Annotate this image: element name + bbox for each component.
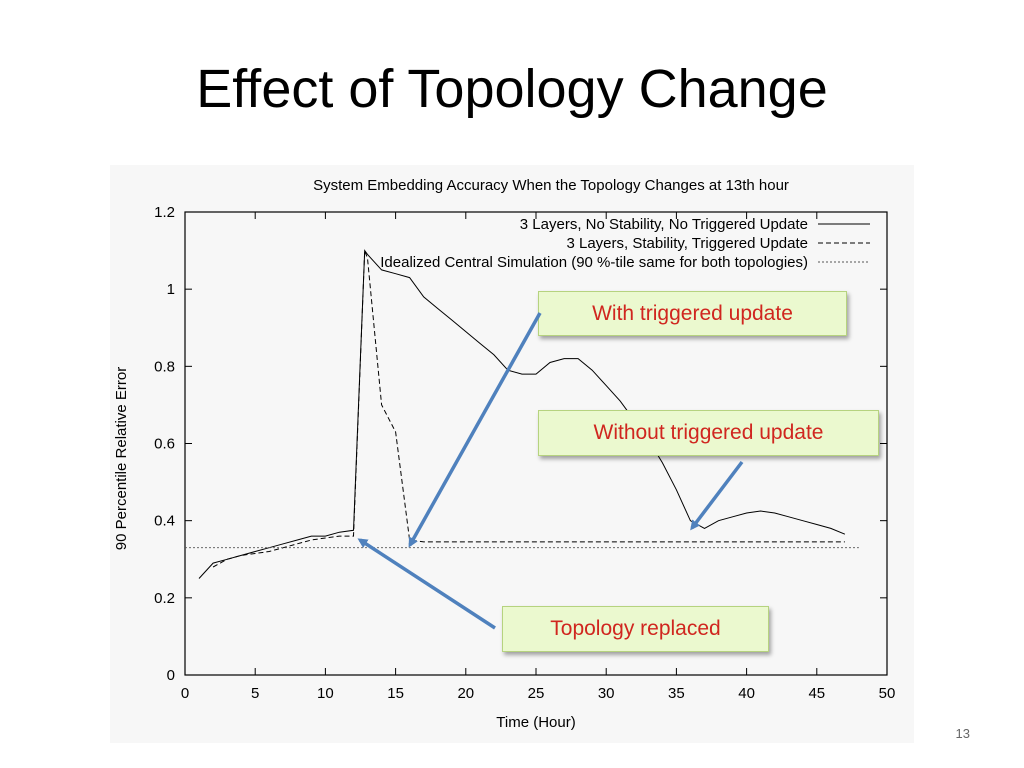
y-tick-label: 0.4	[154, 513, 175, 530]
x-tick-label: 5	[251, 685, 259, 702]
x-tick-label: 15	[387, 685, 404, 702]
slide-number: 13	[955, 726, 970, 741]
x-tick-label: 10	[317, 685, 334, 702]
x-tick-label: 0	[181, 685, 189, 702]
x-tick-label: 40	[738, 685, 755, 702]
chart-title: System Embedding Accuracy When the Topol…	[313, 177, 789, 194]
y-tick-label: 1	[167, 281, 175, 298]
slide-title: Effect of Topology Change	[196, 59, 828, 119]
y-tick-label: 0.8	[154, 358, 175, 375]
y-tick-label: 0.6	[154, 436, 175, 453]
y-tick-label: 0	[167, 667, 175, 684]
callout-with-triggered-update: With triggered update	[538, 291, 847, 336]
y-tick-label: 0.2	[154, 590, 175, 607]
legend-label-1: 3 Layers, No Stability, No Triggered Upd…	[520, 216, 808, 233]
x-tick-label: 30	[598, 685, 615, 702]
callout-topology-replaced: Topology replaced	[502, 606, 769, 652]
legend-label-3: Idealized Central Simulation (90 %-tile …	[380, 254, 808, 271]
x-tick-label: 35	[668, 685, 685, 702]
legend-label-2: 3 Layers, Stability, Triggered Update	[566, 235, 808, 252]
x-axis-label: Time (Hour)	[496, 714, 575, 731]
y-axis-label: 90 Percentile Relative Error	[113, 367, 130, 550]
callout-without-triggered-update: Without triggered update	[538, 410, 879, 456]
series-line-2	[212, 250, 845, 568]
x-tick-label: 50	[879, 685, 896, 702]
x-tick-label: 25	[528, 685, 545, 702]
x-tick-label: 20	[457, 685, 474, 702]
y-tick-label: 1.2	[154, 204, 175, 221]
line-chart: 0 5 10 15 20 25 30 35 40 45 50 0 0.2 0.4 0.6 0.8 1 1.2 Sys…	[113, 177, 896, 731]
x-tick-label: 45	[808, 685, 825, 702]
